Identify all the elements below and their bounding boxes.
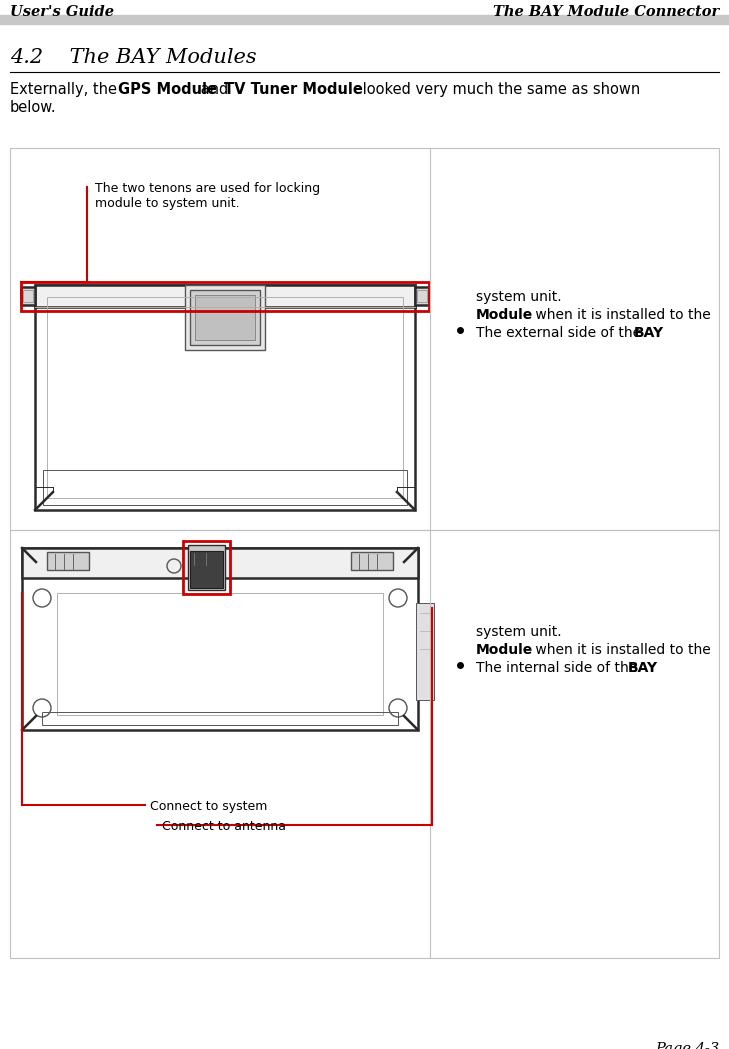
Text: system unit.: system unit.	[476, 290, 561, 304]
Bar	[351, 552, 393, 570]
Bar	[190, 551, 223, 588]
Text: BAY: BAY	[628, 661, 658, 675]
Bar	[10, 148, 719, 530]
Bar	[188, 545, 225, 590]
Text: BAY: BAY	[634, 326, 664, 340]
Text: Externally, the: Externally, the	[10, 82, 122, 97]
Bar	[0, 15, 729, 24]
Bar	[23, 290, 33, 302]
Bar	[57, 593, 383, 715]
Bar	[183, 541, 230, 594]
Bar	[47, 297, 403, 498]
Text: 4.2    The BAY Modules: 4.2 The BAY Modules	[10, 48, 257, 67]
Bar	[22, 548, 418, 730]
Bar	[195, 295, 255, 340]
Text: looked very much the same as shown: looked very much the same as shown	[358, 82, 640, 97]
Text: The BAY Module Connector: The BAY Module Connector	[493, 5, 719, 19]
Text: system unit.: system unit.	[476, 625, 561, 639]
Text: TV Tuner Module: TV Tuner Module	[224, 82, 363, 97]
Bar	[417, 290, 427, 302]
Bar	[35, 285, 415, 307]
Bar	[42, 712, 398, 725]
Bar	[185, 285, 265, 350]
Text: when it is installed to the: when it is installed to the	[531, 643, 711, 657]
Bar	[47, 552, 89, 570]
Bar	[415, 287, 429, 305]
Text: Page 4-3: Page 4-3	[655, 1042, 719, 1049]
Text: and: and	[196, 82, 233, 97]
Bar	[22, 548, 418, 578]
Text: The internal side of the: The internal side of the	[476, 661, 642, 675]
Text: Connect to system: Connect to system	[150, 800, 268, 813]
Bar	[190, 290, 260, 345]
Text: The two tenons are used for locking
module to system unit.: The two tenons are used for locking modu…	[95, 181, 320, 210]
Text: Module: Module	[476, 308, 533, 322]
Bar	[416, 603, 434, 700]
Text: below.: below.	[10, 100, 57, 115]
Bar	[35, 285, 415, 510]
Text: User's Guide: User's Guide	[10, 5, 114, 19]
Text: The external side of the: The external side of the	[476, 326, 645, 340]
Bar	[21, 282, 429, 311]
Text: Connect to antenna: Connect to antenna	[162, 820, 286, 833]
Text: GPS Module: GPS Module	[118, 82, 217, 97]
Bar	[21, 287, 35, 305]
Bar	[10, 530, 719, 958]
Text: when it is installed to the: when it is installed to the	[531, 308, 711, 322]
Text: Module: Module	[476, 643, 533, 657]
Bar	[43, 470, 407, 505]
